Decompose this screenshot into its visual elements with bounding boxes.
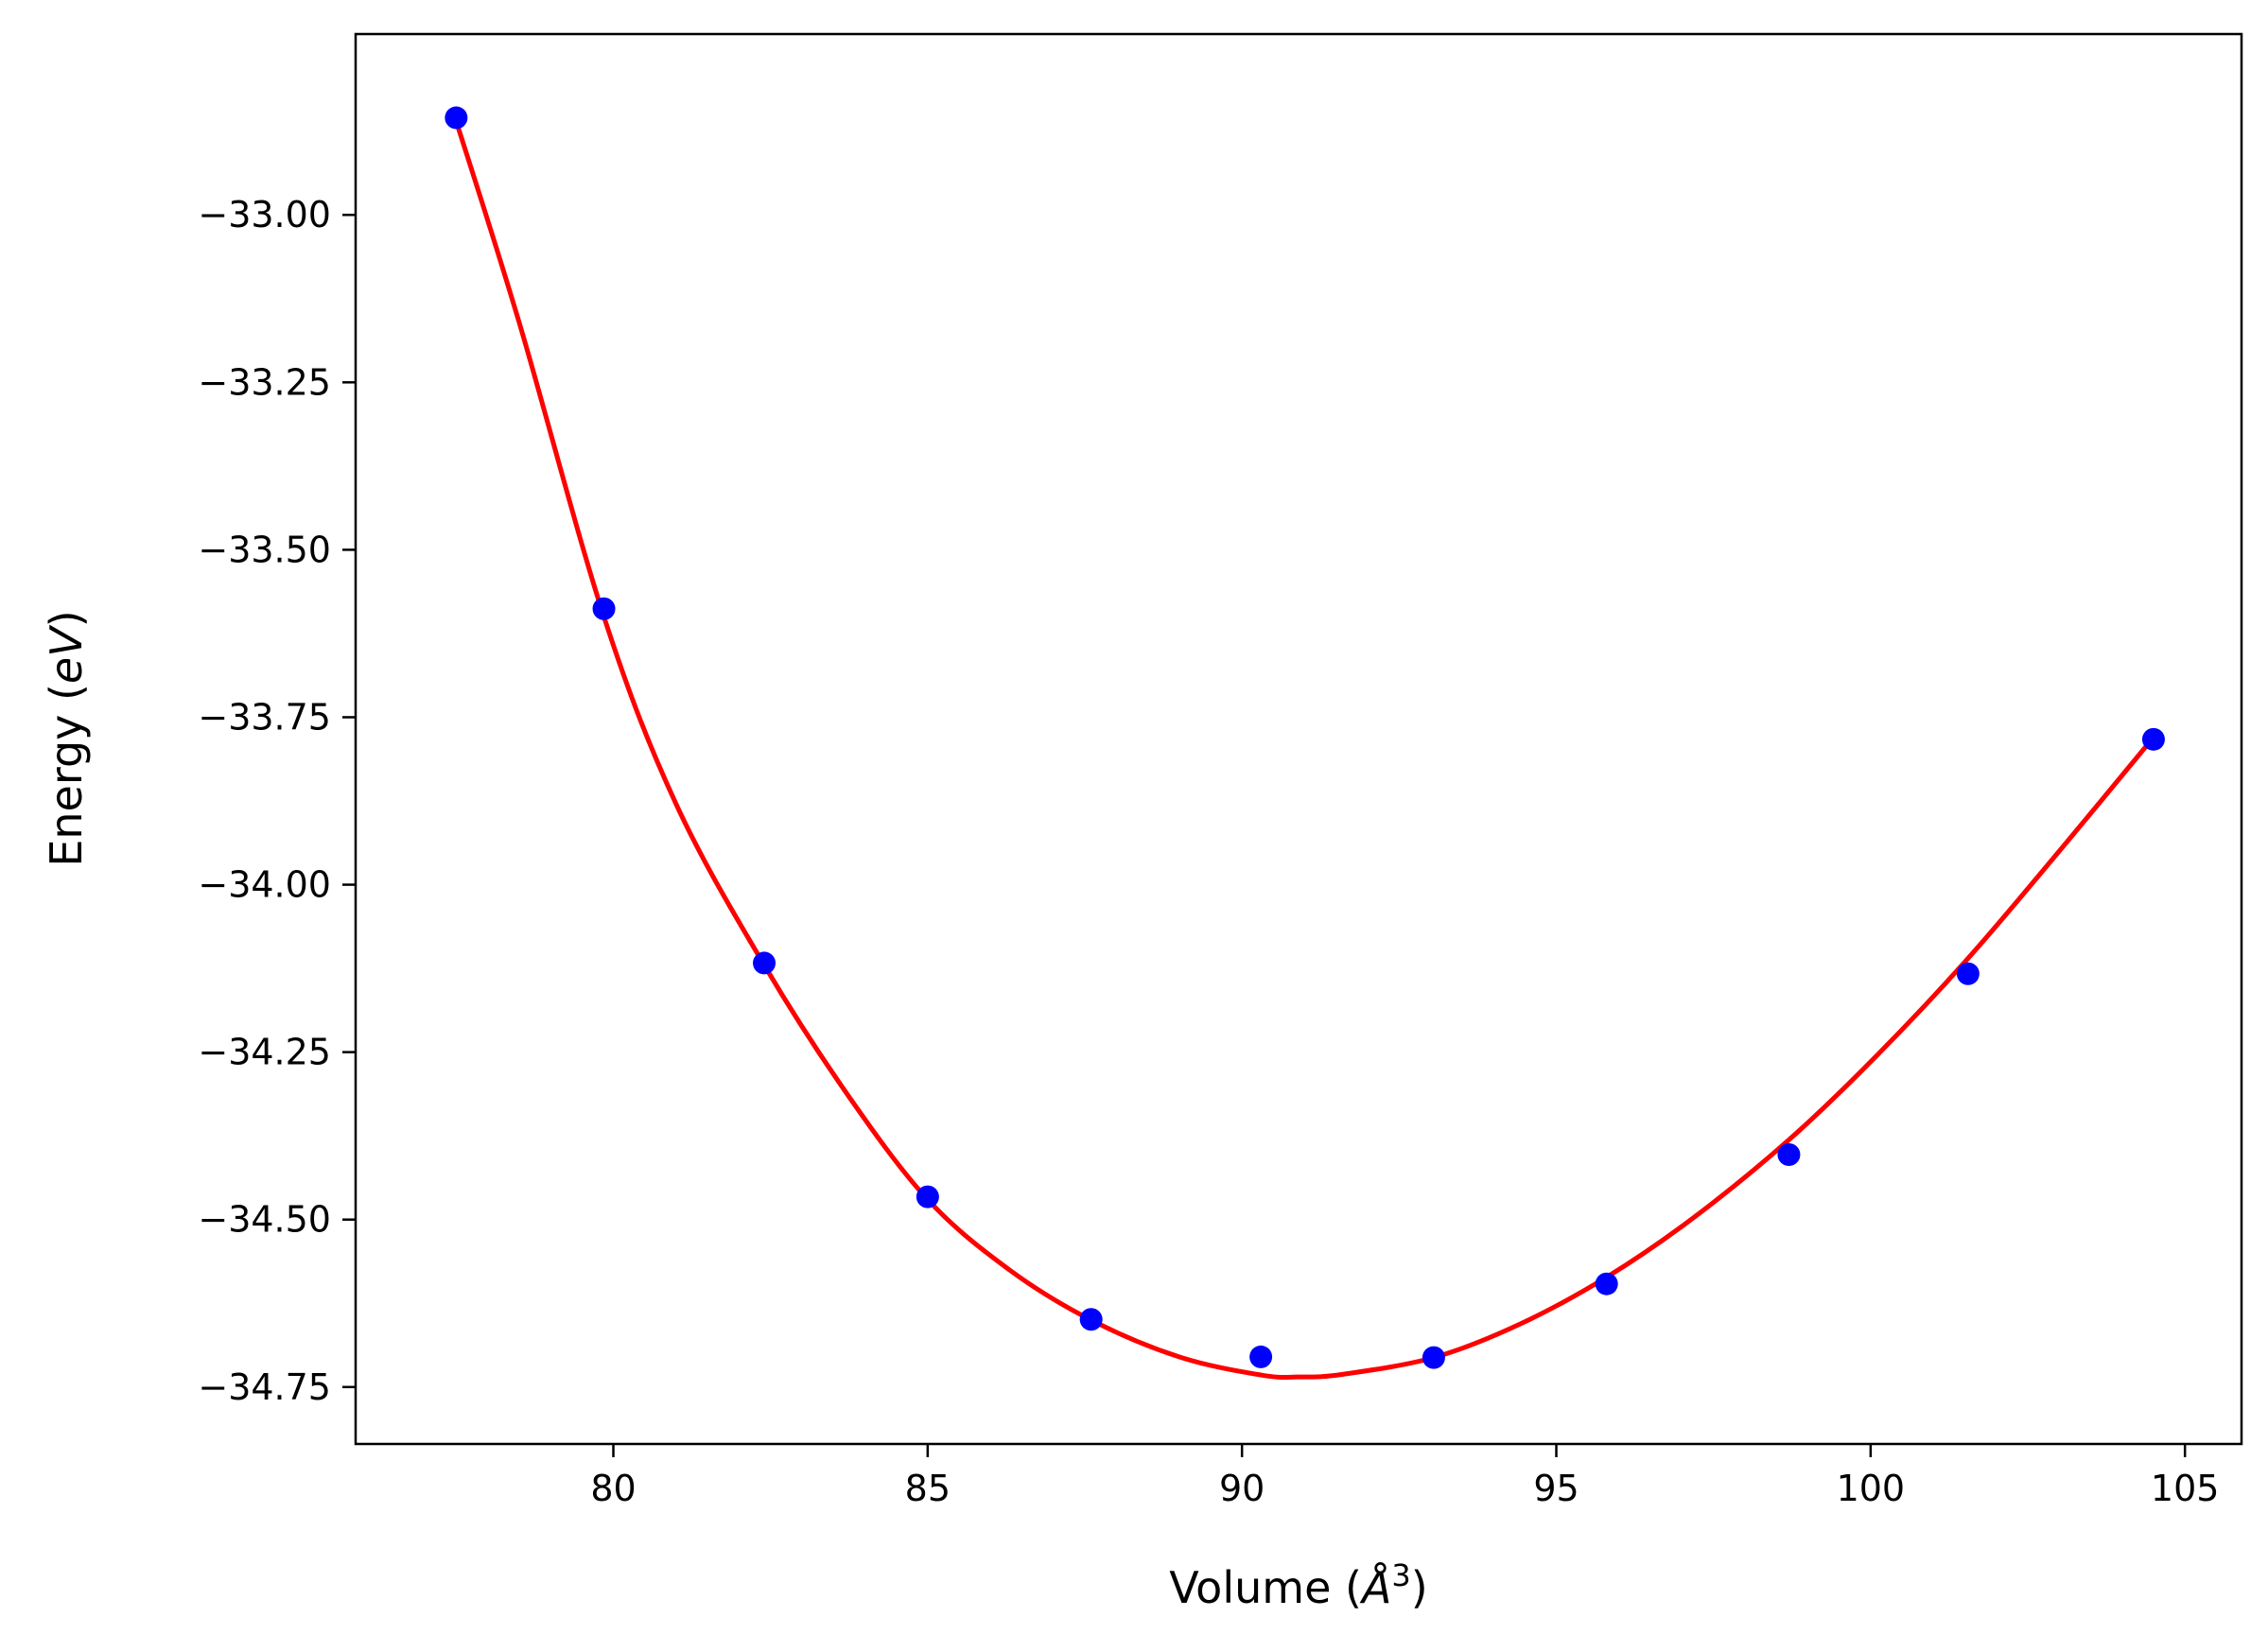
y-tick-label: −33.50	[198, 529, 331, 570]
y-tick-label: −34.50	[198, 1199, 331, 1241]
data-point	[2141, 727, 2165, 751]
fit-curve	[453, 118, 2156, 1380]
data-point	[753, 951, 776, 975]
y-tick-label: −33.75	[198, 696, 331, 738]
x-tick-label: 105	[2151, 1468, 2220, 1509]
x-tick-label: 85	[905, 1468, 951, 1509]
data-point	[916, 1185, 939, 1209]
data-point	[1079, 1308, 1103, 1331]
x-tick-label: 100	[1837, 1468, 1906, 1509]
data-point	[1422, 1346, 1445, 1369]
x-tick-label: 95	[1533, 1468, 1579, 1509]
axes-frame	[354, 32, 2243, 1446]
data-point	[592, 597, 616, 620]
y-tick-label: −34.00	[198, 864, 331, 906]
y-tick-label: −33.00	[198, 194, 331, 235]
y-tick-label: −33.25	[198, 361, 331, 403]
plot-area	[445, 106, 2165, 1380]
x-axis-label: Volume (Å3)	[1169, 1557, 1427, 1613]
x-tick-label: 80	[590, 1468, 636, 1509]
data-point	[1777, 1143, 1801, 1167]
x-tick-label: 90	[1219, 1468, 1265, 1509]
data-point	[1595, 1272, 1618, 1296]
y-tick-label: −34.75	[198, 1366, 331, 1408]
axis-ticks: 80 85 90 95 100 105 −33.00 −33.25 −33.50 −33.75 −3…	[198, 194, 2219, 1509]
data-point	[445, 106, 468, 130]
data-point	[1956, 962, 1980, 985]
data-point	[1249, 1345, 1273, 1368]
y-tick-label: −34.25	[198, 1032, 331, 1073]
y-axis-label: Energy (eV)	[41, 610, 92, 866]
